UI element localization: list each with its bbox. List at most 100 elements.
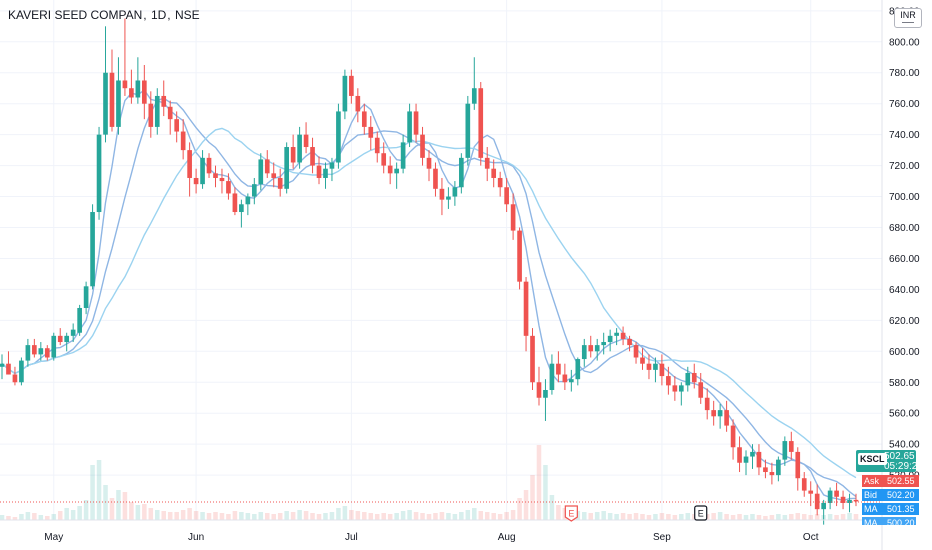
ma-label-fast: MA 501.35: [860, 503, 919, 515]
candle-body: [374, 137, 380, 154]
candle-body: [569, 379, 574, 383]
time-axis[interactable]: MayJunJulAugSepOctNovDec: [44, 532, 932, 543]
split-icon: [694, 505, 708, 521]
volume-bar: [19, 514, 24, 520]
volume-bar: [381, 513, 386, 520]
volume-bar: [711, 513, 716, 520]
time-tick-label: Oct: [803, 532, 819, 543]
candle-body: [323, 168, 328, 178]
volume-bar: [491, 513, 496, 520]
volume-bar: [607, 513, 613, 520]
symbol-title[interactable]: KAVERI SEED COMPAN, 1D, NSE: [8, 8, 200, 22]
candle-body: [103, 72, 108, 135]
candle-body: [646, 363, 652, 370]
price-tick-label: 660.00: [889, 254, 920, 265]
event-letter: E: [698, 509, 704, 519]
candle-body: [594, 345, 600, 352]
candle-body: [666, 376, 671, 386]
price-tick-label: 780.00: [889, 68, 920, 79]
candle-body: [439, 188, 445, 200]
candle-body: [336, 111, 341, 163]
candle-body: [717, 410, 723, 417]
volume-bar: [187, 508, 192, 520]
price-tag-symbol: KSCL: [858, 453, 887, 465]
bid-value: 502.20: [884, 489, 919, 501]
candle-body: [6, 363, 11, 375]
volume-bar: [155, 510, 160, 520]
volume-bar: [213, 512, 218, 520]
volume-bar: [148, 508, 154, 520]
candle-body: [549, 363, 555, 390]
candle-body: [556, 363, 561, 375]
volume-bar: [303, 511, 309, 520]
volume-bar: [659, 513, 665, 520]
volume-bar: [284, 511, 289, 520]
earnings-marker[interactable]: E: [564, 505, 578, 522]
candle-body: [284, 147, 289, 189]
volume-bar: [336, 508, 341, 520]
candle-body: [342, 75, 348, 112]
price-tick-label: 700.00: [889, 192, 920, 203]
candle-body: [226, 181, 231, 194]
candle-body: [213, 173, 218, 178]
volume-bar: [219, 513, 225, 520]
volume-bar: [814, 514, 820, 520]
time-tick-label: May: [44, 532, 63, 543]
ask-key: Ask: [862, 475, 884, 487]
candle-body: [627, 338, 632, 346]
candle-body: [821, 502, 826, 510]
volume-bar: [782, 515, 788, 520]
volume-bar: [407, 510, 412, 520]
candle-body: [44, 348, 50, 358]
volume-bar: [232, 511, 238, 520]
volume-bar: [627, 514, 632, 520]
candle-body: [633, 345, 639, 358]
volume-bar: [342, 506, 348, 520]
split-marker[interactable]: E: [694, 505, 708, 521]
time-tick-label: Jul: [345, 532, 358, 543]
volume-bar: [840, 514, 846, 520]
candle-body: [575, 359, 581, 380]
volume-bar: [763, 516, 768, 520]
candle-body: [640, 357, 645, 364]
candle-body: [349, 75, 354, 96]
volume-bar: [323, 513, 328, 520]
volume-bar: [724, 514, 729, 520]
candle-body: [264, 159, 270, 174]
moving-average-line: [1, 127, 857, 479]
volume-bar: [394, 513, 399, 520]
candle-body: [504, 187, 509, 205]
candle-body: [142, 80, 147, 104]
candle-body: [12, 374, 18, 383]
currency-badge[interactable]: INR: [894, 8, 922, 28]
volume-bar: [122, 492, 128, 520]
price-axis[interactable]: 520.00540.00560.00580.00600.00620.00640.…: [889, 6, 920, 481]
interval: 1D: [150, 8, 167, 22]
candle-body: [788, 441, 794, 452]
volume-bar: [297, 510, 302, 520]
volume-bar: [750, 514, 755, 520]
volume-bar: [446, 513, 451, 520]
volume-bar: [795, 513, 801, 520]
volume-bar: [239, 512, 244, 520]
candle-body: [763, 467, 768, 473]
volume-bar: [620, 513, 626, 520]
candle-body: [355, 95, 361, 112]
candle-body: [200, 157, 205, 185]
volume-bar: [245, 513, 251, 520]
candle-body: [303, 134, 309, 148]
candle-body: [776, 459, 781, 476]
candle-body: [19, 360, 24, 383]
candle-body: [737, 447, 742, 463]
candle-body: [433, 168, 438, 189]
candle-body: [691, 372, 697, 383]
price-tick-label: 560.00: [889, 409, 920, 420]
event-markers[interactable]: EEED: [564, 505, 932, 522]
candle-body: [187, 150, 192, 178]
price-tick-label: 680.00: [889, 223, 920, 234]
candle-body: [756, 451, 762, 468]
ma-slow-value: 500.20: [884, 517, 916, 525]
candle-body: [801, 478, 807, 491]
candle-body: [685, 372, 691, 386]
